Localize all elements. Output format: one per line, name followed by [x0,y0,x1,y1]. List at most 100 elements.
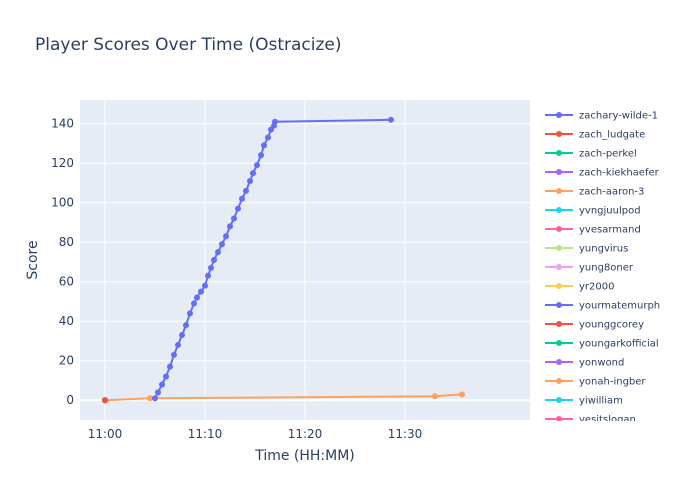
data-point [152,395,158,402]
legend-item[interactable]: yvesarmand [545,225,641,236]
legend-label: zach-aaron-3 [579,187,644,198]
data-point [155,389,161,396]
data-point [194,294,200,301]
data-point [235,205,241,212]
legend-swatch-marker [556,378,562,384]
legend-swatch-marker [556,283,562,289]
data-point [215,249,221,256]
legend-item[interactable]: zach_ludgate [545,130,645,141]
legend-swatch-marker [556,131,562,137]
y-axis-title: Score [25,240,41,279]
legend-swatch-marker [556,245,562,251]
data-point [202,282,208,289]
data-point [187,310,193,317]
series-zach_ludgate [102,397,108,404]
legend-swatch-marker [556,226,562,232]
data-point [183,322,189,329]
data-point [205,272,211,279]
legend-label: yung8oner [579,263,634,274]
legend-item[interactable]: younggcorey [545,320,644,331]
legend-swatch-marker [556,359,562,365]
legend-label: younggcorey [579,320,644,331]
legend-item[interactable]: yr2000 [545,282,614,293]
legend-item[interactable]: yung8oner [545,263,634,274]
legend-label: yonah-ingber [579,377,646,388]
legend-label: yiwilliam [579,396,623,407]
data-point [243,187,249,194]
data-point [159,381,165,388]
legend-swatch-marker [556,321,562,327]
legend-label: zach_ludgate [579,130,645,141]
chart-title: Player Scores Over Time (Ostracize) [35,35,342,55]
legend-item[interactable]: yiwilliam [545,396,623,407]
legend-swatch-marker [556,264,562,270]
data-point [432,393,438,400]
legend-item[interactable]: yvngjuulpod [545,206,641,217]
legend-item[interactable]: zach-kiekhaefer [545,168,660,179]
y-tick-label: 140 [51,117,74,131]
data-point [247,177,253,184]
y-tick-label: 40 [59,314,74,328]
data-point [272,118,278,125]
data-point [250,170,256,177]
legend-swatch-marker [556,150,562,156]
y-tick-label: 80 [59,235,74,249]
y-tick-label: 100 [51,196,74,210]
data-point [167,363,173,370]
x-tick-label: 11:30 [388,427,423,441]
data-point [223,233,229,240]
data-point [261,142,267,149]
tick-labels: 0 20 40 60 80 100 120 140 11:00 11:10 11:20 11:30 [51,117,422,441]
data-point [198,288,204,295]
data-point [163,373,169,380]
legend-label: youngarkofficial [579,339,659,350]
data-point [208,264,214,271]
data-point [265,134,271,141]
data-point [227,223,233,230]
legend-swatch-marker [556,169,562,175]
legend-label: zach-kiekhaefer [579,168,660,179]
legend[interactable]: zachary-wilde-1 zach_ludgate zach-perkel za… [545,111,660,426]
data-point [459,391,465,398]
data-point [258,152,264,159]
data-point [239,195,245,202]
series-zachary-wilde-1 [152,116,394,402]
legend-label: yourmatemurph [579,301,660,312]
legend-label: yonwond [579,358,624,369]
data-point [219,241,225,248]
data-point [254,162,260,169]
data-point [231,215,237,222]
legend-swatch-marker [556,207,562,213]
legend-item[interactable]: yungvirus [545,244,628,255]
legend-label: yesitslogan [579,415,636,426]
legend-swatch-marker [556,416,562,421]
x-axis-title: Time (HH:MM) [254,448,355,464]
legend-item[interactable]: yonah-ingber [545,377,646,388]
legend-item[interactable]: youngarkofficial [545,339,659,350]
legend-item[interactable]: yesitslogan [545,415,636,426]
data-point [191,300,197,307]
series-line [104,393,463,402]
y-tick-label: 20 [59,354,74,368]
y-tick-label: 60 [59,275,74,289]
legend-swatch-marker [556,188,562,194]
legend-swatch-marker [556,340,562,346]
legend-item[interactable]: zachary-wilde-1 [545,111,658,122]
legend-swatch-marker [556,112,562,118]
legend-label: yvesarmand [579,225,641,236]
legend-item[interactable]: zach-perkel [545,149,637,160]
data-point [175,341,181,348]
legend-item[interactable]: zach-aaron-3 [545,187,644,198]
gridlines [80,100,530,420]
legend-item[interactable]: yourmatemurph [545,301,660,312]
data-point [388,116,394,123]
data-point [147,395,153,402]
data-point [179,332,185,339]
y-tick-label: 120 [51,156,74,170]
x-tick-label: 11:00 [88,427,123,441]
legend-label: yr2000 [579,282,614,293]
legend-label: zach-perkel [579,149,637,160]
legend-swatch-marker [556,397,562,403]
data-point [171,351,177,358]
legend-item[interactable]: yonwond [545,358,624,369]
